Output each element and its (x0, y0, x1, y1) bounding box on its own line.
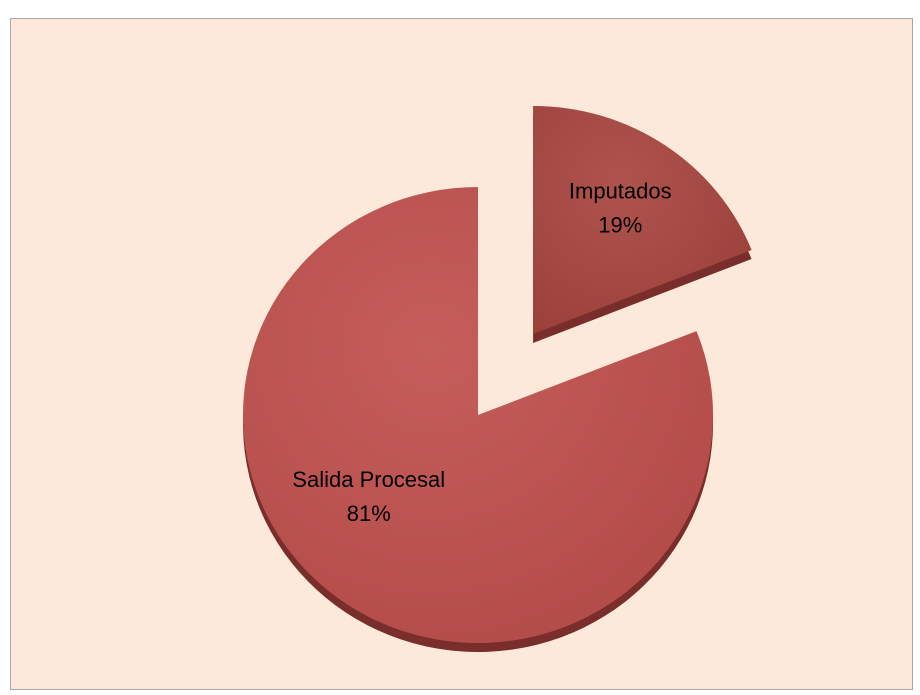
slice-shade (243, 187, 713, 643)
data-label-value: 81% (347, 501, 391, 526)
data-label-value: 19% (598, 212, 642, 237)
slice-shade (533, 105, 752, 334)
plot: Imputados 19% Salida Procesal 81% (243, 105, 752, 653)
data-label-name: Salida Procesal (292, 467, 445, 492)
data-label-name: Imputados (569, 178, 672, 203)
